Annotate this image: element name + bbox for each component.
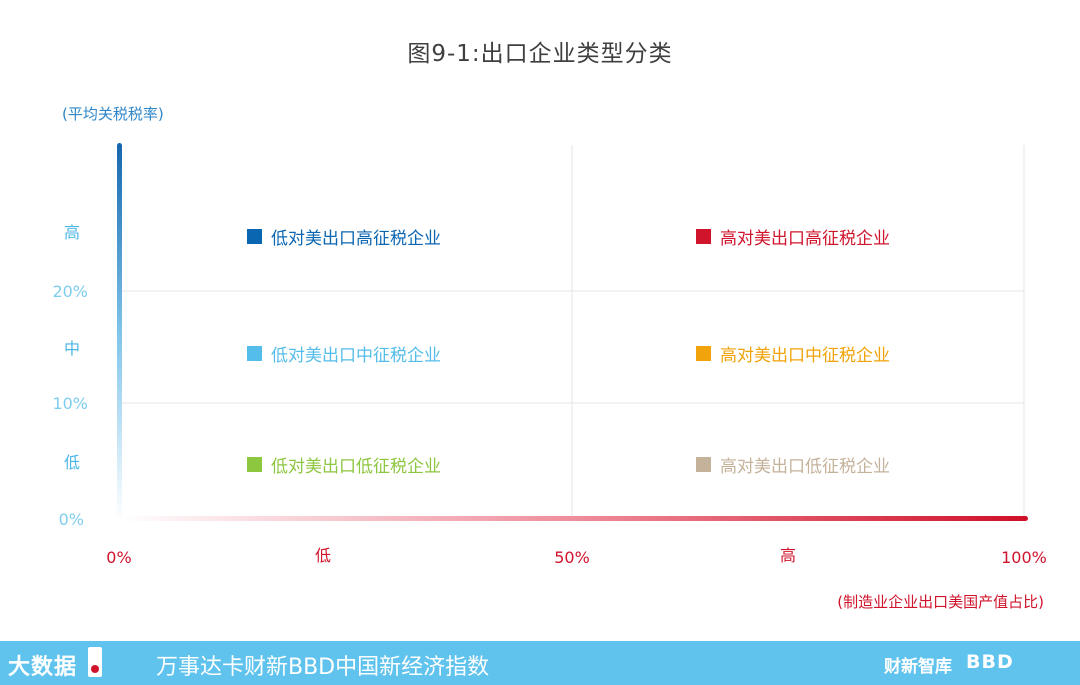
x-tick-100: 100% [1001, 548, 1047, 567]
swatch-icon [696, 346, 711, 361]
y-level-mid: 中 [64, 339, 80, 358]
quadrant-high-export-low-tax: 高对美出口低征税企业 [696, 452, 890, 477]
quadrant-high-export-mid-tax: 高对美出口中征税企业 [696, 341, 890, 366]
y-axis-title: (平均关税税率) [62, 105, 164, 123]
swatch-icon [696, 457, 711, 472]
quadrant-low-export-low-tax: 低对美出口低征税企业 [247, 452, 441, 477]
x-axis-bar [119, 516, 1028, 521]
index-name: 万事达卡财新BBD中国新经济指数 [156, 655, 490, 680]
quadrant-label-text: 低对美出口低征税企业 [271, 457, 441, 477]
quadrant-low-export-mid-tax: 低对美出口中征税企业 [247, 341, 441, 366]
y-level-high: 高 [64, 223, 80, 242]
quadrant-chart: 高 中 低 20% 10% 0% 0% 50% 100% 低 高 [52, 143, 1047, 567]
quadrant-label-text: 高对美出口高征税企业 [720, 229, 890, 249]
x-level-low: 低 [315, 546, 331, 565]
partner-logo-caixin: 财新智库 [884, 657, 952, 677]
y-level-low: 低 [64, 453, 80, 472]
logo-mark-icon [88, 647, 102, 677]
y-tick-10: 10% [52, 394, 88, 413]
swatch-icon [247, 346, 262, 361]
brand-logo: 大数据 [8, 655, 78, 680]
partner-logo-bbd: BBD [966, 651, 1014, 673]
quadrant-high-export-high-tax: 高对美出口高征税企业 [696, 224, 890, 249]
x-tick-0: 0% [106, 548, 131, 567]
quadrant-label-text: 高对美出口低征税企业 [720, 457, 890, 477]
y-tick-20: 20% [52, 282, 88, 301]
quadrant-low-export-high-tax: 低对美出口高征税企业 [247, 224, 441, 249]
swatch-icon [247, 457, 262, 472]
swatch-icon [247, 229, 262, 244]
quadrant-label-text: 高对美出口中征税企业 [720, 346, 890, 366]
quadrant-label-text: 低对美出口高征税企业 [271, 229, 441, 249]
x-level-high: 高 [780, 546, 796, 565]
chart-title: 图9-1:出口企业类型分类 [407, 41, 673, 67]
y-axis-bar [117, 143, 122, 521]
quadrant-label-text: 低对美出口中征税企业 [271, 346, 441, 366]
x-tick-50: 50% [554, 548, 590, 567]
x-axis-title: (制造业企业出口美国产值占比) [837, 593, 1044, 611]
y-tick-0: 0% [59, 510, 84, 529]
footer-banner: 大数据 万事达卡财新BBD中国新经济指数 财新智库 BBD [0, 641, 1080, 685]
swatch-icon [696, 229, 711, 244]
